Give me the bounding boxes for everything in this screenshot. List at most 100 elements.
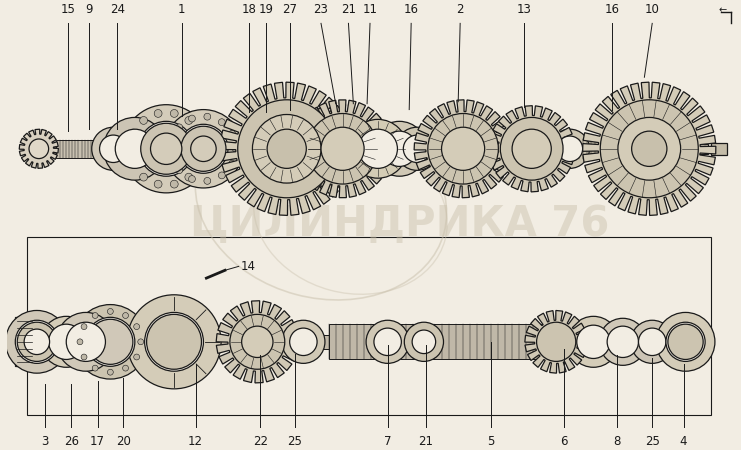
Text: 10: 10	[645, 3, 659, 15]
Circle shape	[81, 324, 87, 329]
Text: 24: 24	[110, 3, 124, 15]
Polygon shape	[488, 106, 575, 192]
Circle shape	[17, 322, 56, 361]
Circle shape	[24, 329, 50, 355]
Circle shape	[512, 129, 551, 168]
Bar	[414, 137, 453, 161]
Circle shape	[242, 326, 273, 357]
Polygon shape	[220, 82, 353, 216]
Circle shape	[412, 330, 436, 354]
Circle shape	[147, 315, 202, 369]
Text: 13: 13	[516, 3, 531, 15]
Circle shape	[141, 123, 192, 174]
Circle shape	[405, 322, 444, 361]
Circle shape	[86, 317, 135, 366]
Circle shape	[154, 180, 162, 188]
Circle shape	[81, 354, 87, 360]
Circle shape	[348, 119, 408, 178]
Circle shape	[107, 369, 113, 375]
Circle shape	[127, 295, 221, 389]
Bar	[16, 317, 23, 366]
Circle shape	[139, 173, 147, 181]
Circle shape	[170, 109, 178, 117]
Polygon shape	[582, 82, 716, 216]
Circle shape	[56, 312, 116, 371]
Text: 25: 25	[645, 435, 659, 448]
Circle shape	[104, 117, 166, 180]
Text: 17: 17	[90, 435, 105, 448]
Bar	[329, 324, 554, 360]
Circle shape	[49, 324, 84, 360]
Text: 7: 7	[384, 435, 391, 448]
Circle shape	[230, 315, 285, 369]
Circle shape	[190, 136, 216, 162]
Text: 11: 11	[362, 3, 377, 15]
Polygon shape	[525, 310, 588, 373]
Circle shape	[130, 129, 137, 137]
Circle shape	[66, 322, 105, 361]
Text: 6: 6	[560, 435, 568, 448]
Text: 18: 18	[242, 3, 257, 15]
Polygon shape	[216, 301, 299, 383]
Circle shape	[631, 320, 674, 363]
Circle shape	[188, 176, 196, 182]
Circle shape	[666, 322, 705, 361]
Circle shape	[122, 105, 210, 193]
Circle shape	[290, 328, 317, 356]
Circle shape	[607, 326, 639, 357]
Circle shape	[181, 126, 226, 171]
Circle shape	[372, 122, 427, 176]
Circle shape	[139, 117, 147, 124]
Circle shape	[87, 320, 133, 365]
Circle shape	[133, 324, 139, 329]
Circle shape	[557, 136, 582, 162]
Circle shape	[282, 320, 325, 363]
Circle shape	[219, 172, 225, 179]
Circle shape	[16, 320, 59, 363]
Circle shape	[188, 115, 196, 122]
Circle shape	[358, 129, 397, 168]
Circle shape	[204, 113, 210, 120]
Circle shape	[668, 324, 703, 360]
Circle shape	[195, 129, 203, 137]
Circle shape	[92, 365, 98, 371]
Text: 27: 27	[282, 3, 297, 15]
Circle shape	[500, 117, 563, 180]
Circle shape	[195, 161, 203, 168]
Text: 25: 25	[287, 435, 302, 448]
Circle shape	[599, 318, 646, 365]
Circle shape	[92, 313, 98, 319]
Circle shape	[551, 129, 590, 168]
Circle shape	[5, 310, 68, 373]
Circle shape	[150, 133, 182, 164]
Circle shape	[238, 100, 336, 198]
Text: 22: 22	[253, 435, 268, 448]
Circle shape	[144, 312, 204, 371]
Circle shape	[308, 113, 378, 184]
Text: 9: 9	[85, 3, 93, 15]
Text: ←: ←	[719, 5, 727, 16]
Text: 21: 21	[341, 3, 356, 15]
Polygon shape	[414, 100, 512, 198]
Circle shape	[170, 180, 178, 188]
Text: 14: 14	[241, 260, 256, 273]
Text: 8: 8	[614, 435, 621, 448]
Circle shape	[133, 354, 139, 360]
Circle shape	[116, 129, 154, 168]
Text: 19: 19	[259, 3, 273, 15]
Circle shape	[122, 313, 128, 319]
Circle shape	[631, 131, 667, 166]
Circle shape	[382, 131, 417, 166]
Circle shape	[169, 153, 176, 160]
Circle shape	[176, 167, 183, 174]
Text: 23: 23	[313, 3, 328, 15]
Circle shape	[176, 124, 183, 131]
Polygon shape	[293, 100, 391, 198]
Text: 5: 5	[487, 435, 494, 448]
Bar	[27, 144, 708, 154]
Circle shape	[536, 322, 576, 361]
Circle shape	[199, 145, 207, 153]
Text: 1: 1	[178, 3, 186, 15]
Circle shape	[229, 160, 236, 167]
Circle shape	[138, 339, 144, 345]
